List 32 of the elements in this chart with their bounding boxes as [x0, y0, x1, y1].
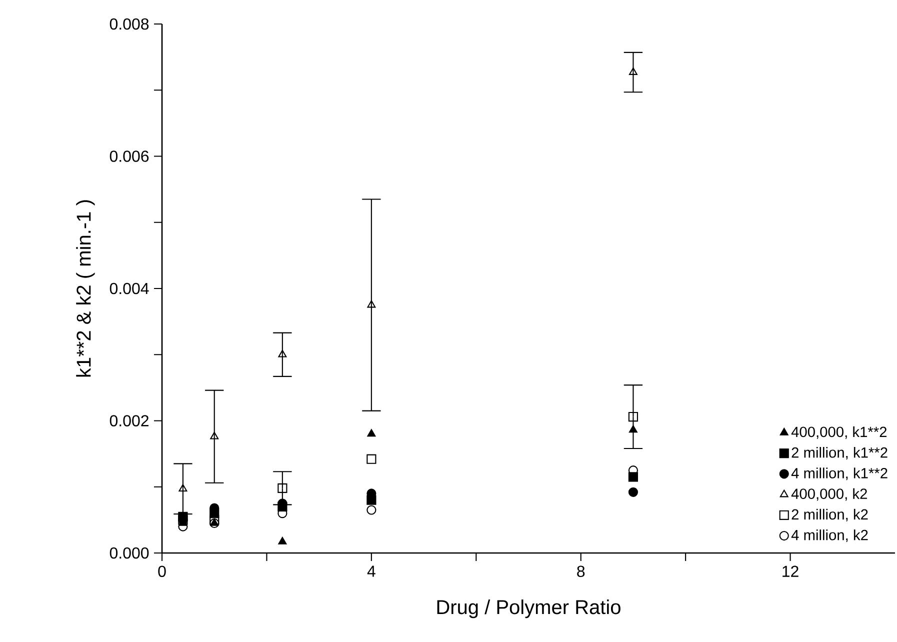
point — [210, 515, 220, 525]
point — [366, 454, 376, 464]
point — [628, 67, 638, 75]
point — [210, 518, 220, 528]
x-tick-label: 0 — [158, 566, 166, 578]
point — [278, 350, 287, 358]
point — [366, 505, 376, 515]
y-tick-label: 0.004 — [110, 282, 149, 294]
legend-label: 400,000, k2 — [791, 488, 867, 501]
point — [628, 412, 638, 422]
y-axis-title: k1**2 & k2 ( min.-1 ) — [76, 200, 95, 377]
y-tick-label: 0.000 — [110, 547, 149, 559]
legend-label: 400,000, k1**2 — [791, 426, 887, 439]
y-tick-label: 0.008 — [110, 18, 149, 30]
legend-label: 2 million, k1**2 — [792, 446, 888, 460]
point — [278, 536, 287, 544]
legend-label: 4 million, k1**2 — [791, 468, 888, 480]
point — [367, 300, 376, 308]
point — [178, 484, 188, 492]
y-tick-label: 0.006 — [110, 150, 149, 162]
x-tick-label: 8 — [577, 566, 585, 578]
point — [210, 432, 219, 440]
point — [367, 429, 376, 437]
point — [278, 483, 288, 493]
x-tick-label: 4 — [367, 566, 376, 577]
point — [628, 425, 638, 433]
legend-label: 2 million, k2 — [792, 508, 868, 522]
point — [628, 487, 638, 497]
legend-label: 4 million, k2 — [791, 529, 868, 542]
x-tick-label: 12 — [782, 566, 798, 577]
x-axis-title: Drug / Polymer Ratio — [437, 600, 620, 618]
y-tick-label: 0.002 — [110, 415, 148, 426]
